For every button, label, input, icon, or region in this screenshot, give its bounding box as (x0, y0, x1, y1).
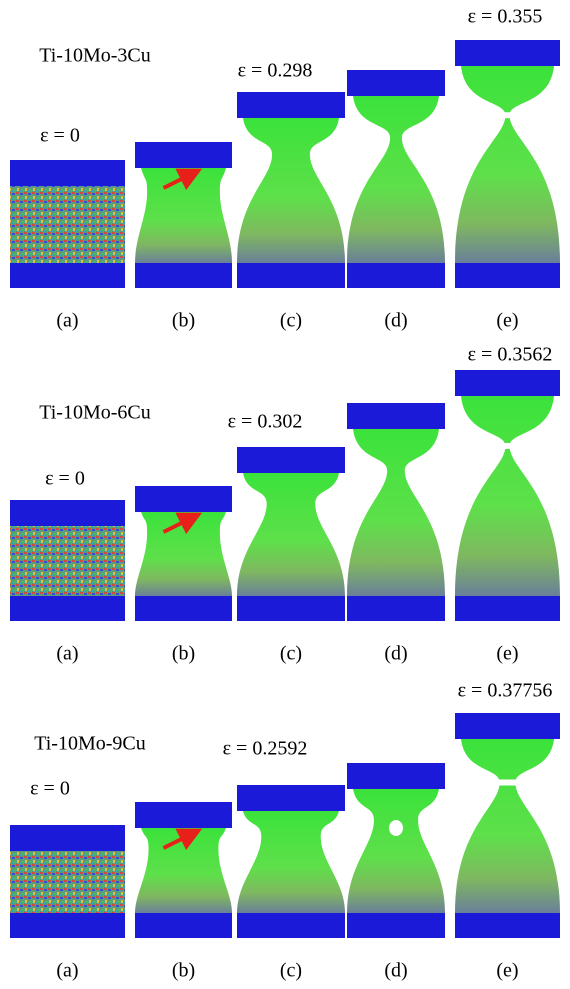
top-grip (455, 370, 560, 396)
top-grip (347, 403, 445, 429)
specimen-body (135, 828, 232, 913)
top-grip (135, 142, 232, 168)
fracture-gap (497, 112, 518, 119)
top-grip (10, 825, 125, 851)
specimen (455, 40, 560, 288)
frame-label: (c) (280, 310, 302, 332)
specimen (135, 142, 232, 288)
frame-label: (d) (384, 960, 407, 982)
bottom-grip (237, 596, 345, 621)
specimen (455, 713, 560, 938)
alloy-label: Ti-10Mo-9Cu (34, 733, 146, 755)
specimen-body (135, 512, 232, 596)
specimen-body (237, 473, 345, 596)
strain-label: ε = 0 (45, 468, 85, 490)
bottom-grip (347, 596, 445, 621)
bottom-grip (10, 596, 125, 621)
frame-label: (d) (384, 310, 407, 332)
bottom-grip (347, 263, 445, 288)
frame-label: (d) (384, 643, 407, 665)
alloy-label: Ti-10Mo-3Cu (39, 45, 151, 67)
top-grip (237, 785, 345, 811)
specimen-body (455, 739, 560, 913)
top-grip (135, 486, 232, 512)
frame-label: (a) (56, 643, 78, 665)
bottom-grip (455, 596, 560, 621)
frame-label: (a) (56, 310, 78, 332)
frame-label: (c) (280, 960, 302, 982)
bottom-grip (135, 263, 232, 288)
frame-label: (b) (172, 310, 195, 332)
specimen (347, 403, 445, 621)
strain-label: ε = 0 (30, 778, 70, 800)
strain-label: ε = 0.302 (228, 411, 303, 433)
specimen (347, 763, 445, 938)
specimen-body (347, 429, 445, 596)
frame-label: (a) (56, 960, 78, 982)
fracture-gap (497, 779, 518, 786)
alloy-label: Ti-10Mo-6Cu (39, 402, 151, 424)
frame-label: (b) (172, 643, 195, 665)
specimen (237, 92, 345, 288)
specimen-body (237, 811, 345, 913)
top-grip (455, 713, 560, 739)
bottom-grip (135, 596, 232, 621)
strain-label: ε = 0.37756 (458, 680, 553, 702)
specimen (135, 486, 232, 621)
top-grip (10, 160, 125, 186)
strain-label: ε = 0.298 (238, 60, 313, 82)
frame-label: (c) (280, 643, 302, 665)
bottom-grip (10, 263, 125, 288)
void (389, 820, 403, 836)
top-grip (10, 500, 125, 526)
specimen-body (10, 186, 125, 263)
strain-label: ε = 0.2592 (223, 738, 308, 760)
specimen (10, 160, 125, 288)
strain-label: ε = 0.355 (468, 6, 543, 28)
frame-label: (e) (496, 643, 518, 665)
specimen (10, 500, 125, 621)
specimen (455, 370, 560, 621)
specimen (237, 785, 345, 938)
top-grip (135, 802, 232, 828)
top-grip (237, 447, 345, 473)
bottom-grip (10, 913, 125, 938)
specimen (10, 825, 125, 938)
top-grip (455, 40, 560, 66)
top-grip (347, 763, 445, 789)
strain-label: ε = 0.3562 (468, 344, 553, 366)
specimen-body (10, 851, 125, 913)
bottom-grip (237, 913, 345, 938)
specimen-body (10, 526, 125, 596)
top-grip (347, 70, 445, 96)
specimen-body (347, 789, 445, 913)
bottom-grip (237, 263, 345, 288)
frame-label: (e) (496, 310, 518, 332)
specimen-body (237, 118, 345, 263)
neck-arrow (162, 168, 203, 191)
bottom-grip (347, 913, 445, 938)
bottom-grip (455, 263, 560, 288)
strain-label: ε = 0 (40, 125, 80, 147)
specimen-body (455, 396, 560, 596)
neck-arrow (162, 512, 203, 535)
fracture-gap (497, 443, 518, 449)
specimen (135, 802, 232, 938)
bottom-grip (135, 913, 232, 938)
bottom-grip (455, 913, 560, 938)
specimen-body (347, 96, 445, 263)
neck-arrow (162, 828, 203, 851)
specimen (237, 447, 345, 621)
frame-label: (b) (172, 960, 195, 982)
specimen-body (455, 66, 560, 263)
frame-label: (e) (496, 960, 518, 982)
top-grip (237, 92, 345, 118)
specimen (347, 70, 445, 288)
specimen-body (135, 168, 232, 263)
